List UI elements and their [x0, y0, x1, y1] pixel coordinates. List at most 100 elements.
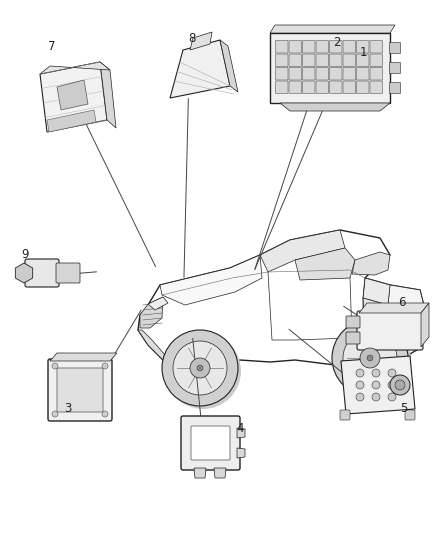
FancyBboxPatch shape — [329, 68, 342, 80]
FancyBboxPatch shape — [276, 68, 288, 80]
Circle shape — [372, 393, 380, 401]
FancyBboxPatch shape — [303, 81, 315, 93]
Circle shape — [197, 365, 203, 371]
Polygon shape — [270, 33, 390, 103]
FancyBboxPatch shape — [56, 263, 80, 283]
Circle shape — [372, 381, 380, 389]
FancyBboxPatch shape — [370, 68, 382, 80]
Circle shape — [162, 330, 238, 406]
Circle shape — [372, 369, 380, 377]
FancyBboxPatch shape — [343, 68, 356, 80]
Circle shape — [388, 393, 396, 401]
FancyBboxPatch shape — [389, 62, 400, 74]
FancyBboxPatch shape — [276, 41, 288, 53]
Polygon shape — [138, 330, 165, 360]
Circle shape — [356, 393, 364, 401]
FancyBboxPatch shape — [346, 316, 360, 328]
Circle shape — [356, 381, 364, 389]
FancyBboxPatch shape — [316, 81, 328, 93]
Text: 1: 1 — [359, 45, 367, 59]
Polygon shape — [57, 80, 88, 110]
FancyBboxPatch shape — [316, 68, 328, 80]
FancyBboxPatch shape — [329, 81, 342, 93]
Polygon shape — [40, 62, 110, 74]
FancyBboxPatch shape — [48, 359, 112, 421]
FancyBboxPatch shape — [316, 41, 328, 53]
Circle shape — [52, 411, 58, 417]
Polygon shape — [237, 448, 245, 458]
FancyBboxPatch shape — [303, 54, 315, 67]
FancyBboxPatch shape — [389, 43, 400, 53]
FancyBboxPatch shape — [289, 81, 301, 93]
FancyBboxPatch shape — [329, 41, 342, 53]
Polygon shape — [295, 248, 355, 280]
FancyBboxPatch shape — [276, 54, 288, 67]
FancyBboxPatch shape — [191, 426, 230, 460]
Polygon shape — [148, 297, 168, 310]
Polygon shape — [50, 353, 117, 361]
Circle shape — [343, 331, 397, 385]
FancyBboxPatch shape — [303, 41, 315, 53]
Polygon shape — [160, 255, 262, 305]
Polygon shape — [352, 252, 390, 275]
Polygon shape — [359, 303, 429, 313]
FancyBboxPatch shape — [357, 311, 423, 350]
FancyBboxPatch shape — [370, 41, 382, 53]
Circle shape — [102, 411, 108, 417]
Polygon shape — [363, 298, 390, 343]
Polygon shape — [190, 32, 212, 50]
Polygon shape — [138, 230, 425, 375]
FancyBboxPatch shape — [343, 54, 356, 67]
Circle shape — [388, 369, 396, 377]
FancyBboxPatch shape — [370, 81, 382, 93]
Circle shape — [360, 348, 380, 368]
Circle shape — [165, 333, 241, 409]
Polygon shape — [15, 263, 33, 283]
Polygon shape — [280, 103, 390, 111]
Polygon shape — [270, 25, 395, 33]
FancyBboxPatch shape — [370, 54, 382, 67]
FancyBboxPatch shape — [357, 54, 369, 67]
FancyBboxPatch shape — [346, 332, 360, 344]
Polygon shape — [100, 62, 116, 128]
Circle shape — [173, 341, 227, 395]
Polygon shape — [47, 110, 96, 132]
FancyBboxPatch shape — [357, 81, 369, 93]
FancyBboxPatch shape — [289, 41, 301, 53]
Polygon shape — [363, 278, 390, 305]
FancyBboxPatch shape — [405, 410, 415, 420]
FancyBboxPatch shape — [389, 83, 400, 93]
Polygon shape — [421, 303, 429, 347]
FancyBboxPatch shape — [276, 81, 288, 93]
Circle shape — [102, 363, 108, 369]
FancyBboxPatch shape — [340, 410, 350, 420]
Circle shape — [356, 369, 364, 377]
Polygon shape — [388, 285, 425, 348]
Circle shape — [367, 355, 373, 361]
Circle shape — [395, 380, 405, 390]
FancyBboxPatch shape — [343, 81, 356, 93]
Polygon shape — [341, 356, 415, 414]
Text: 8: 8 — [188, 31, 196, 44]
Polygon shape — [214, 468, 226, 478]
Text: 2: 2 — [333, 36, 341, 50]
Circle shape — [52, 363, 58, 369]
Text: 6: 6 — [398, 296, 406, 310]
Text: 7: 7 — [48, 41, 56, 53]
FancyBboxPatch shape — [289, 68, 301, 80]
Polygon shape — [194, 468, 206, 478]
Circle shape — [388, 381, 396, 389]
Text: 3: 3 — [64, 401, 72, 415]
Circle shape — [332, 320, 408, 396]
Polygon shape — [237, 428, 245, 438]
Circle shape — [335, 323, 411, 399]
Polygon shape — [220, 40, 238, 92]
FancyBboxPatch shape — [343, 41, 356, 53]
Polygon shape — [260, 230, 345, 272]
FancyBboxPatch shape — [25, 259, 59, 287]
FancyBboxPatch shape — [181, 416, 240, 470]
FancyBboxPatch shape — [289, 54, 301, 67]
FancyBboxPatch shape — [329, 54, 342, 67]
FancyBboxPatch shape — [57, 368, 103, 412]
Text: 5: 5 — [400, 401, 408, 415]
